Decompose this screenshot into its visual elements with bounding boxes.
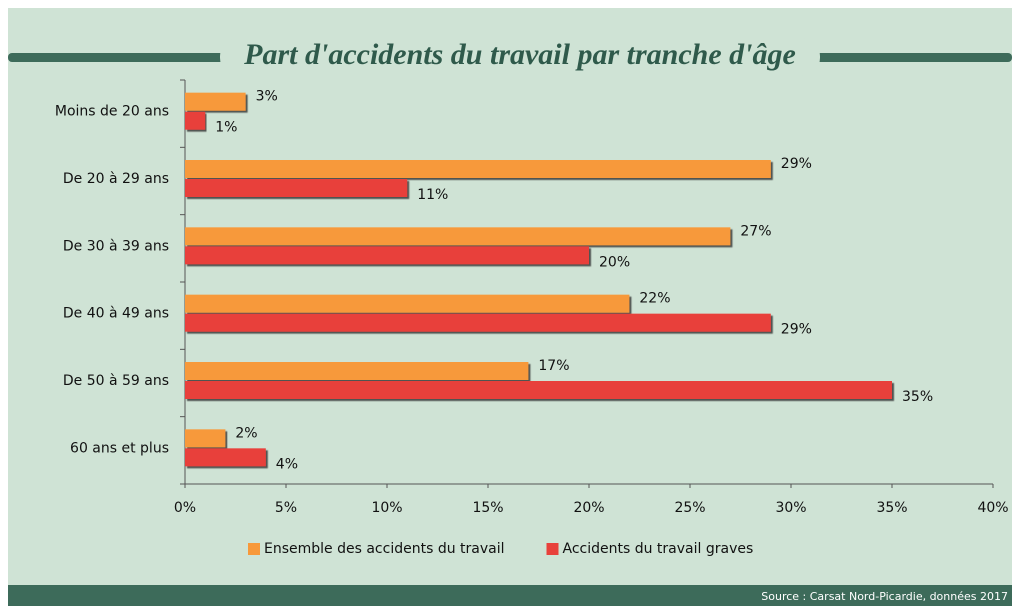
x-tick-label: 15% — [472, 500, 503, 516]
bar — [185, 92, 246, 111]
x-tick-label: 0% — [174, 500, 196, 516]
data-label: 29% — [781, 156, 812, 172]
y-tick-label: 60 ans et plus — [70, 440, 169, 456]
title-back — [220, 38, 820, 76]
legend-swatch — [248, 543, 260, 555]
footer-band — [8, 585, 1012, 606]
y-tick-label: De 30 à 39 ans — [63, 238, 169, 254]
y-tick-label: De 40 à 49 ans — [63, 306, 169, 322]
data-label: 29% — [781, 322, 812, 338]
bar — [185, 179, 408, 197]
data-label: 2% — [235, 425, 257, 441]
data-label: 20% — [599, 254, 630, 270]
data-label: 11% — [417, 187, 448, 203]
bar — [185, 246, 589, 265]
x-tick-label: 40% — [977, 500, 1008, 516]
bar — [185, 313, 771, 332]
x-tick-label: 20% — [573, 500, 604, 516]
data-label: 17% — [538, 358, 569, 374]
bar — [185, 227, 731, 246]
x-tick-label: 25% — [674, 500, 705, 516]
bar — [185, 111, 206, 130]
bar — [185, 448, 266, 467]
y-tick-label: Moins de 20 ans — [55, 104, 169, 120]
data-label: 27% — [740, 223, 771, 239]
legend-label: Accidents du travail graves — [563, 541, 754, 557]
bar — [185, 429, 226, 448]
data-label: 1% — [215, 120, 237, 136]
data-label: 35% — [902, 389, 933, 405]
bar — [185, 160, 771, 178]
x-tick-label: 10% — [371, 500, 402, 516]
data-label: 4% — [276, 456, 298, 472]
bar — [185, 381, 892, 399]
legend-label: Ensemble des accidents du travail — [264, 541, 505, 557]
legend-swatch — [546, 543, 559, 555]
chart-title: Part d'accidents du travail par tranche … — [243, 38, 796, 71]
data-label: 22% — [639, 291, 670, 307]
y-tick-label: De 20 à 29 ans — [63, 171, 169, 187]
x-tick-label: 5% — [275, 500, 297, 516]
x-tick-label: 30% — [775, 500, 806, 516]
y-tick-label: De 50 à 59 ans — [63, 373, 169, 389]
bar — [185, 362, 529, 380]
data-label: 3% — [256, 89, 278, 105]
bar — [185, 294, 630, 313]
source: Source : Carsat Nord-Picardie, données 2… — [761, 590, 1008, 603]
x-tick-label: 35% — [876, 500, 907, 516]
